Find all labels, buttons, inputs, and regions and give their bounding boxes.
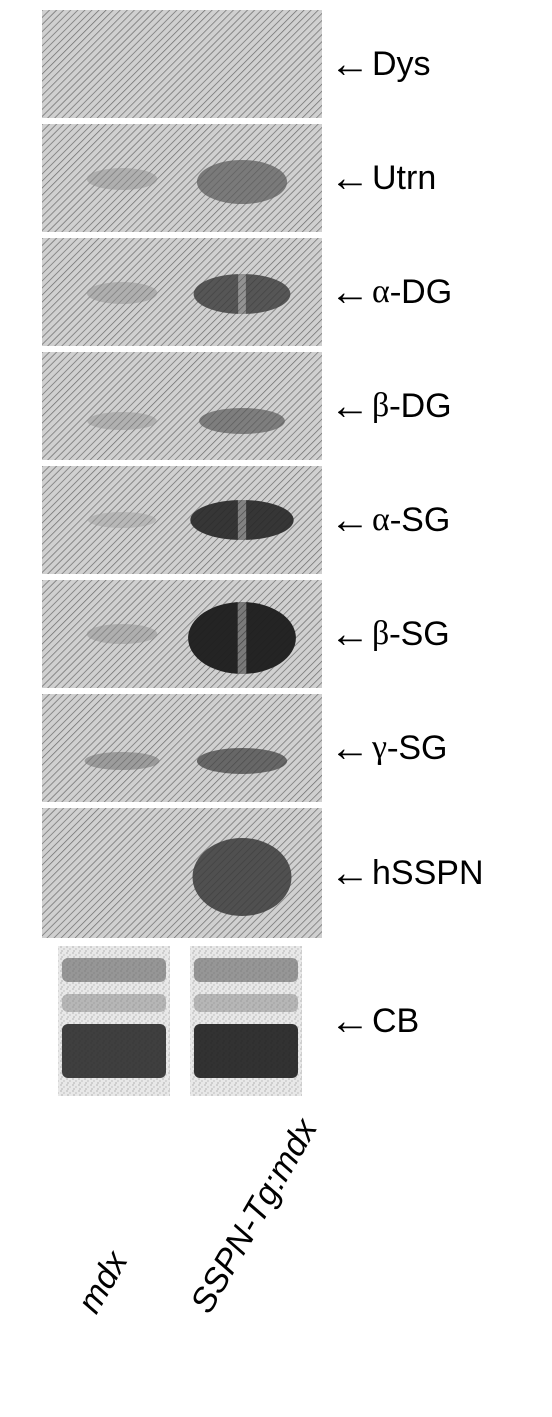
label-prefix: β-: [372, 615, 401, 653]
label-text: SG: [401, 615, 450, 654]
row-label-column: ←Dys←Utrn←α-DG←β-DG←α-SG←β-SG←γ-SG←hSSPN…: [330, 10, 540, 1096]
cb-svg: [54, 946, 310, 1096]
row-label-utrn: ←Utrn: [330, 124, 540, 232]
blot-panel-svg: [42, 238, 322, 346]
arrow-left-icon: ←: [330, 1001, 370, 1041]
cb-panel: [54, 946, 310, 1096]
blot-panel-utrn: [42, 124, 322, 232]
label-prefix: β-: [372, 387, 401, 425]
row-label-bdg: ←β-DG: [330, 352, 540, 460]
blot-panel-hsspn: [42, 808, 322, 938]
label-prefix: α-: [372, 273, 401, 311]
row-label-cb: ←CB: [330, 946, 540, 1096]
arrow-left-icon: ←: [330, 386, 370, 426]
western-blot-figure: ←Dys←Utrn←α-DG←β-DG←α-SG←β-SG←γ-SG←hSSPN…: [0, 0, 552, 1417]
blot-panel-bdg: [42, 352, 322, 460]
blot-panel-gsg: [42, 694, 322, 802]
label-prefix: α-: [372, 501, 401, 539]
arrow-left-icon: ←: [330, 44, 370, 84]
blot-panel-asg: [42, 466, 322, 574]
blot-panel-svg: [42, 10, 322, 118]
label-text: DG: [401, 387, 452, 426]
blot-panel-stack: [42, 10, 322, 1096]
blot-panel-svg: [42, 694, 322, 802]
blot-panel-svg: [42, 808, 322, 938]
label-text: Dys: [372, 45, 431, 84]
label-text: DG: [401, 273, 452, 312]
label-prefix: γ-: [372, 729, 398, 767]
blot-panel-svg: [42, 466, 322, 574]
blot-panel-svg: [42, 124, 322, 232]
label-text: hSSPN: [372, 854, 484, 893]
label-text: CB: [372, 1002, 419, 1041]
arrow-left-icon: ←: [330, 158, 370, 198]
arrow-left-icon: ←: [330, 272, 370, 312]
row-label-gsg: ←γ-SG: [330, 694, 540, 802]
arrow-left-icon: ←: [330, 728, 370, 768]
row-label-bsg: ←β-SG: [330, 580, 540, 688]
arrow-left-icon: ←: [330, 614, 370, 654]
lane-label-2: SSPN-Tg:mdx: [183, 1112, 325, 1320]
blot-panel-svg: [42, 352, 322, 460]
row-label-dys: ←Dys: [330, 10, 540, 118]
blot-panel-svg: [42, 580, 322, 688]
label-text: Utrn: [372, 159, 436, 198]
row-label-adg: ←α-DG: [330, 238, 540, 346]
row-label-hsspn: ←hSSPN: [330, 808, 540, 938]
blot-panel-dys: [42, 10, 322, 118]
label-text: SG: [401, 501, 450, 540]
label-text: SG: [398, 729, 447, 768]
lane-label-1: mdx: [70, 1245, 136, 1320]
arrow-left-icon: ←: [330, 853, 370, 893]
blot-panel-bsg: [42, 580, 322, 688]
blot-panel-adg: [42, 238, 322, 346]
arrow-left-icon: ←: [330, 500, 370, 540]
row-label-asg: ←α-SG: [330, 466, 540, 574]
